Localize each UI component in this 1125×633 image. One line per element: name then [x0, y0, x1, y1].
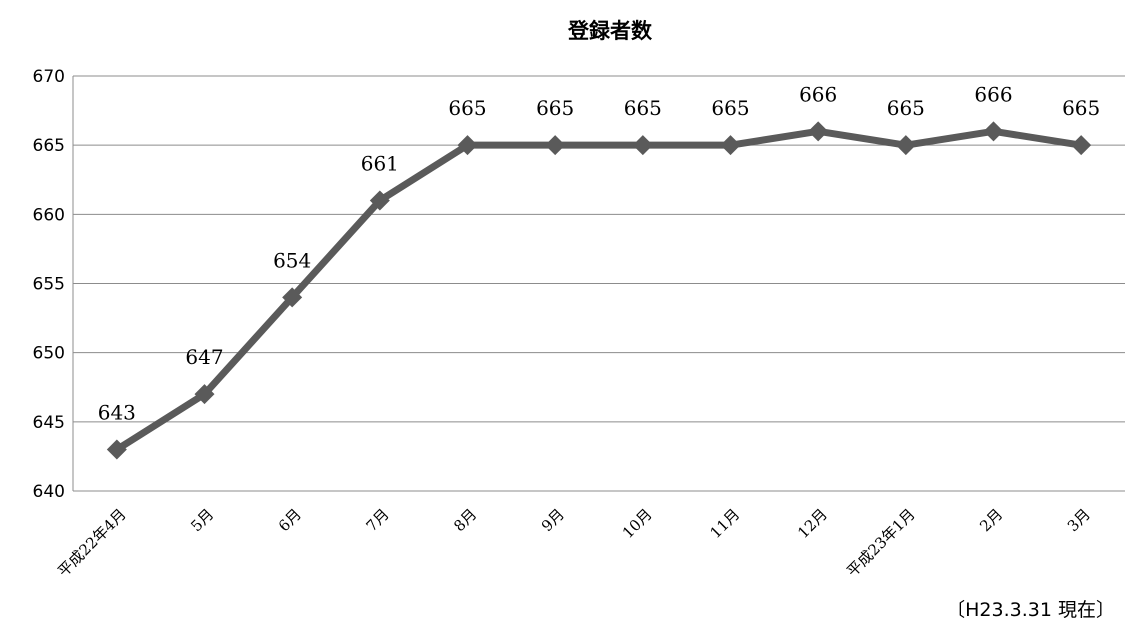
data-point-marker	[545, 135, 566, 156]
y-tick-label: 665	[33, 136, 65, 156]
x-tick-label: 7月	[363, 505, 393, 535]
data-point-marker	[282, 287, 303, 308]
data-point-marker	[632, 135, 653, 156]
y-tick-label: 650	[33, 344, 65, 364]
y-tick-label: 660	[33, 205, 65, 225]
x-tick-label: 平成22年4月	[54, 505, 129, 580]
data-label: 666	[974, 82, 1012, 106]
data-label: 647	[185, 345, 223, 369]
chart-title: 登録者数	[567, 18, 653, 43]
data-point-marker	[106, 439, 127, 460]
x-tick-label: 9月	[538, 505, 568, 535]
x-tick-label: 6月	[275, 505, 305, 535]
data-point-marker	[720, 135, 741, 156]
x-tick-label: 5月	[187, 505, 217, 535]
data-point-marker	[983, 121, 1004, 142]
data-point-marker	[194, 384, 215, 405]
data-point-marker	[808, 121, 829, 142]
y-tick-label: 670	[33, 67, 65, 87]
data-label: 666	[799, 82, 837, 106]
data-label: 665	[887, 96, 925, 120]
x-tick-label: 10月	[619, 505, 656, 542]
y-tick-label: 655	[33, 275, 65, 295]
x-tick-label: 12月	[794, 505, 831, 542]
x-tick-label: 2月	[976, 505, 1006, 535]
data-label: 665	[1062, 96, 1100, 120]
x-tick-label: 11月	[706, 505, 743, 542]
data-label: 665	[624, 96, 662, 120]
data-point-marker	[457, 135, 478, 156]
x-tick-label: 8月	[450, 505, 480, 535]
data-label: 665	[448, 96, 486, 120]
x-tick-label: 3月	[1064, 505, 1094, 535]
data-label: 643	[98, 401, 136, 425]
data-label: 661	[361, 152, 399, 176]
series-line	[113, 127, 1085, 453]
data-point-marker	[1071, 135, 1092, 156]
data-point-marker	[369, 190, 390, 211]
as-of-date-note: 〔H23.3.31 現在〕	[946, 599, 1115, 621]
data-label: 665	[536, 96, 574, 120]
data-label: 654	[273, 248, 311, 272]
x-tick-label: 平成23年1月	[843, 505, 918, 580]
y-tick-label: 640	[33, 482, 65, 502]
data-label: 665	[711, 96, 749, 120]
data-point-marker	[895, 135, 916, 156]
y-tick-label: 645	[33, 413, 65, 433]
